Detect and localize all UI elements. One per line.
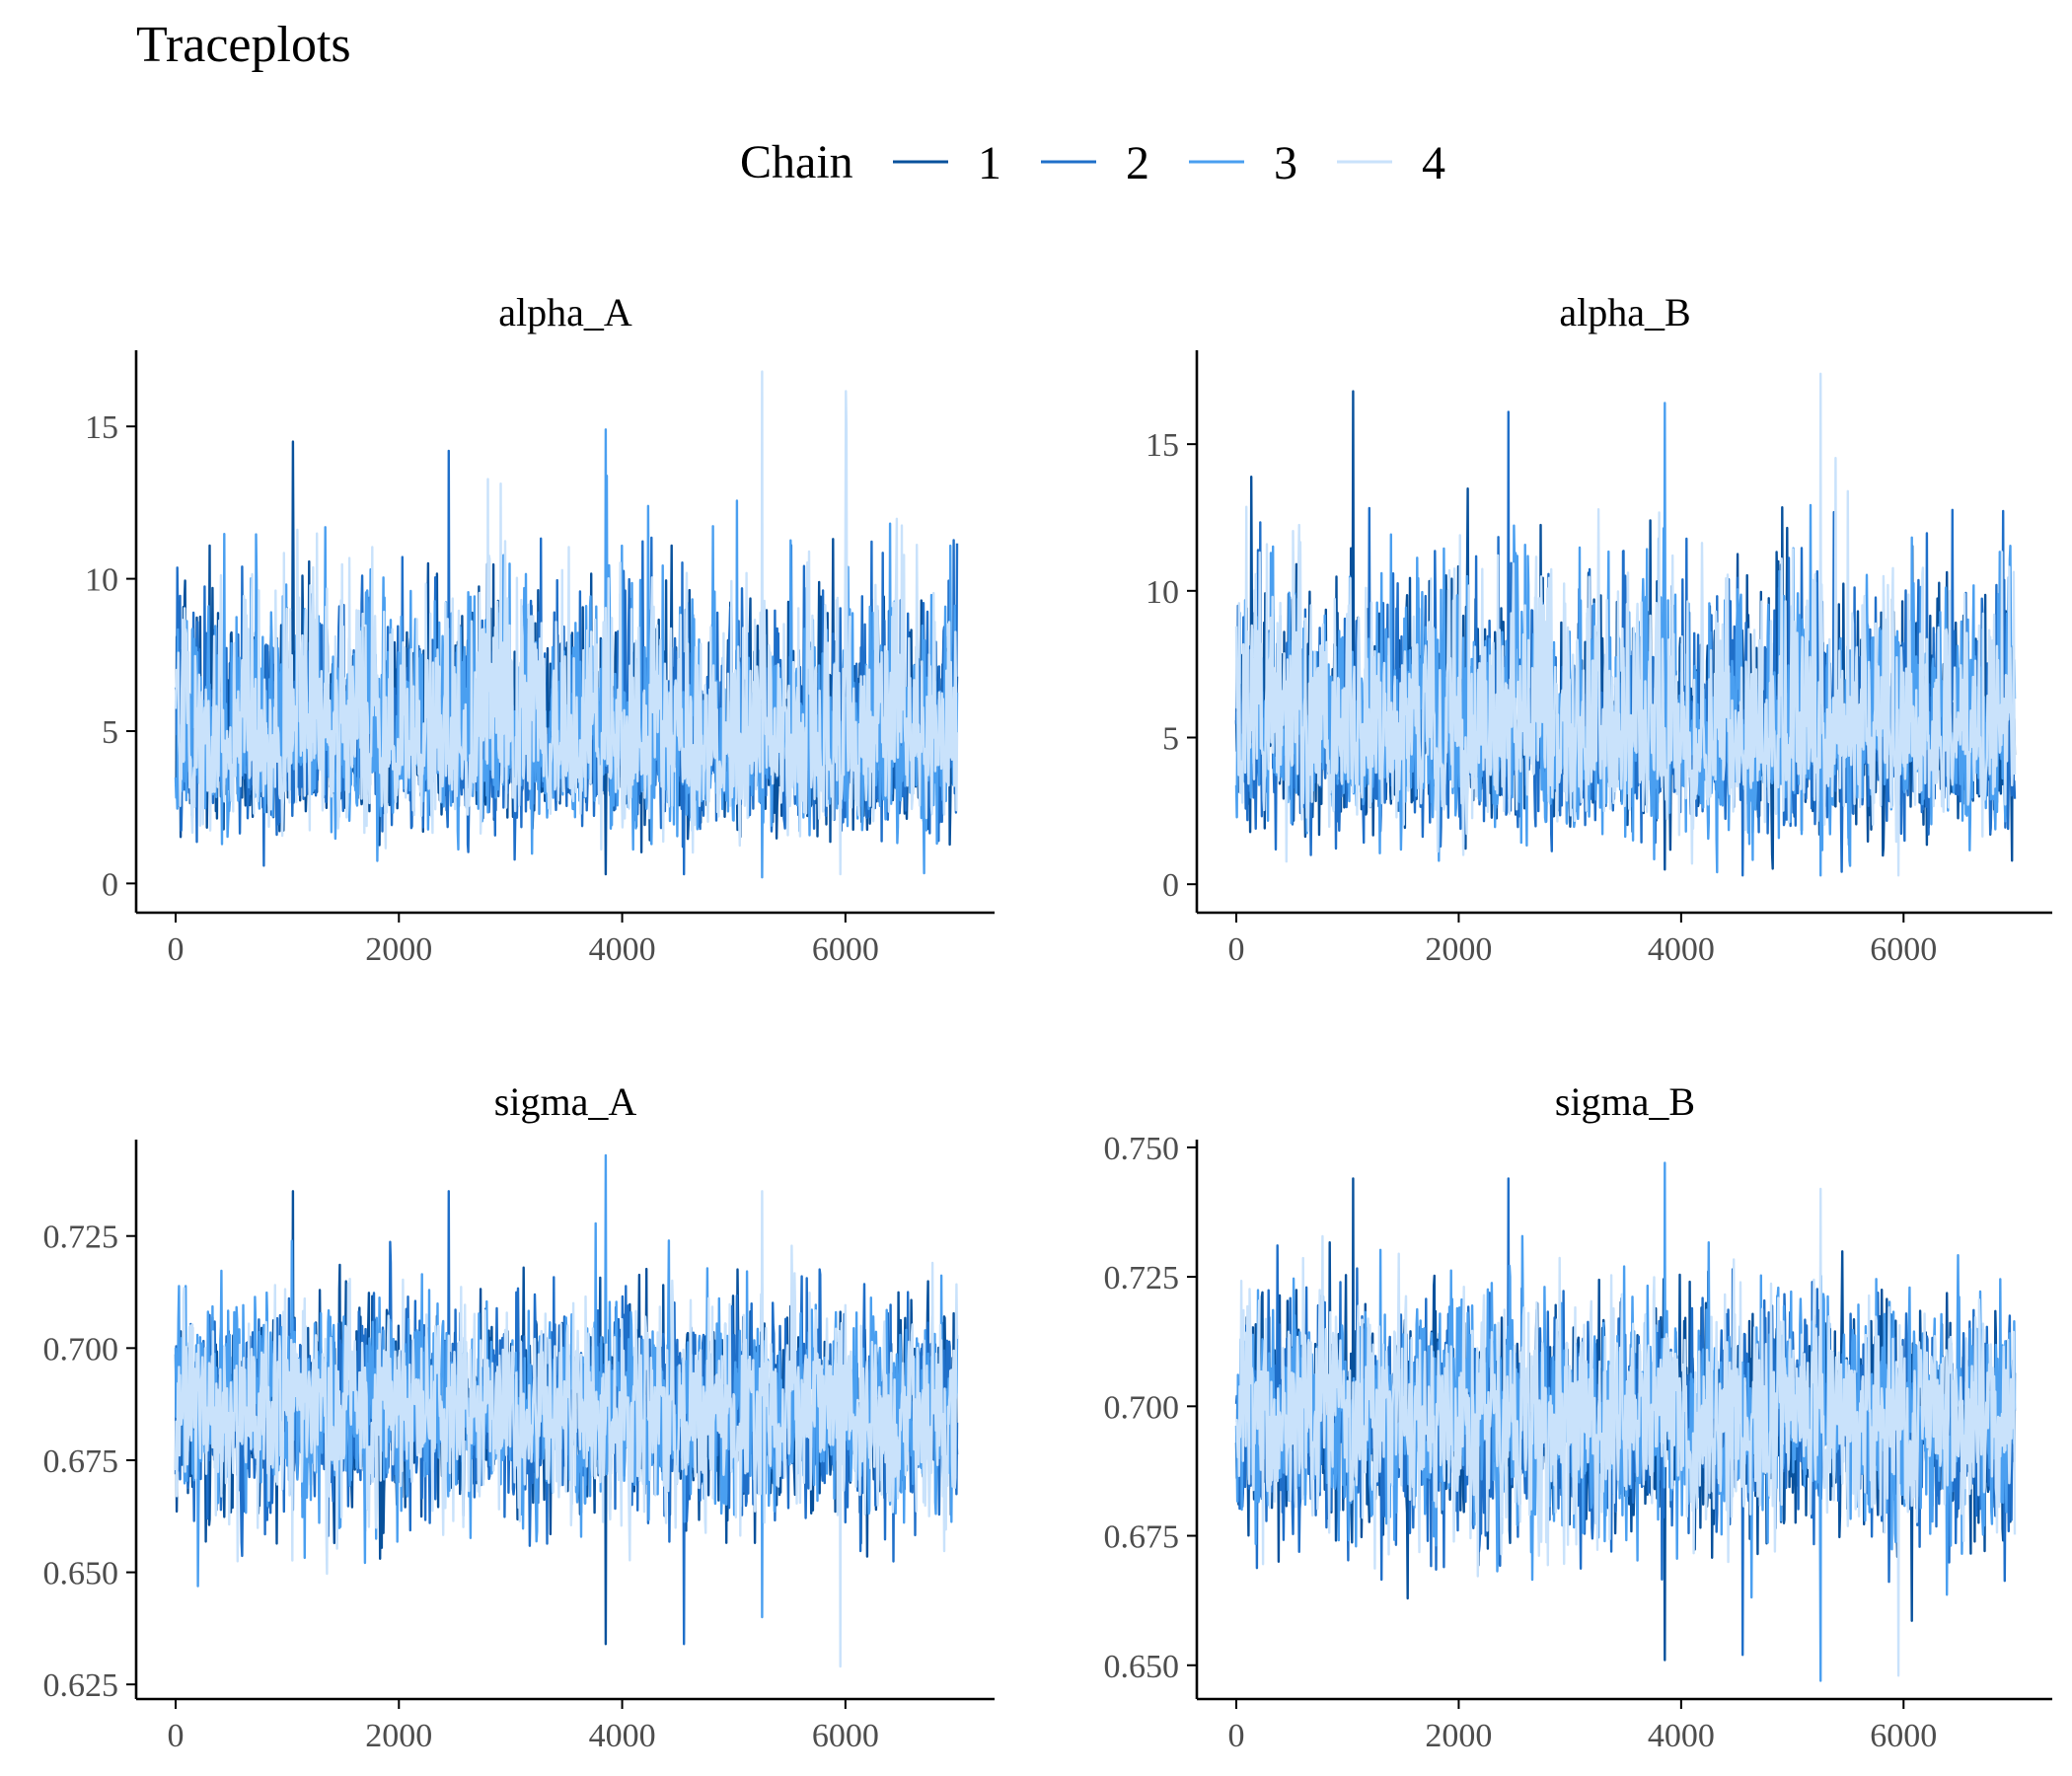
legend-label-chain-4: 4 — [1422, 137, 1445, 189]
y-tick-label: 5 — [102, 714, 118, 751]
panel-alpha-A: alpha_A 0 2000 4000 6000 0 5 10 15 — [85, 290, 995, 968]
traces — [1234, 372, 2017, 877]
legend-title: Chain — [740, 136, 853, 188]
panel-title: sigma_A — [494, 1079, 637, 1124]
x-tick-label: 4000 — [589, 1718, 656, 1754]
y-tick-label: 0.725 — [43, 1220, 119, 1256]
y-tick-label: 0.700 — [1104, 1389, 1180, 1426]
legend-label-chain-1: 1 — [978, 137, 1001, 189]
x-tick-label: 2000 — [365, 931, 432, 968]
y-tick-label: 10 — [1146, 574, 1179, 611]
panel-alpha-B: alpha_B 0 2000 4000 6000 0 5 10 15 — [1146, 290, 2052, 968]
y-tick-label: 0.675 — [1104, 1519, 1180, 1556]
trace-chain-4 — [1234, 1187, 2017, 1677]
x-tick-label: 4000 — [1648, 931, 1715, 968]
y-tick-label: 15 — [85, 409, 118, 446]
x-tick-label: 0 — [168, 931, 185, 968]
traces — [1234, 1161, 2017, 1682]
y-tick-label: 0.700 — [43, 1331, 119, 1368]
y-tick-label: 0.650 — [43, 1556, 119, 1592]
traces — [174, 1153, 959, 1668]
x-tick-label: 0 — [168, 1718, 185, 1754]
y-tick-label: 5 — [1162, 721, 1179, 758]
panel-sigma-B: sigma_B 0 2000 4000 6000 0.650 0.675 0.700 0.725… — [1104, 1079, 2052, 1754]
y-tick-label: 0.650 — [1104, 1649, 1180, 1685]
y-tick-label: 0 — [102, 866, 118, 903]
x-tick-label: 6000 — [1870, 1718, 1937, 1754]
x-tick-label: 0 — [1228, 931, 1245, 968]
traces — [174, 370, 959, 879]
x-tick-label: 6000 — [1870, 931, 1937, 968]
x-tick-label: 4000 — [589, 931, 656, 968]
y-tick-label: 0.725 — [1104, 1260, 1180, 1296]
y-tick-label: 0.675 — [43, 1443, 119, 1480]
x-tick-label: 2000 — [1425, 1718, 1492, 1754]
x-tick-label: 2000 — [365, 1718, 432, 1754]
trace-chain-4 — [174, 370, 959, 876]
chain-legend: Chain 1 2 3 4 — [740, 136, 1445, 189]
x-tick-label: 0 — [1228, 1718, 1245, 1754]
y-tick-label: 15 — [1146, 427, 1179, 464]
x-tick-label: 6000 — [812, 1718, 879, 1754]
legend-label-chain-2: 2 — [1126, 137, 1149, 189]
panel-sigma-A: sigma_A 0 2000 4000 6000 0.625 0.650 0.675 0.700… — [43, 1079, 995, 1754]
trace-chain-4 — [1234, 372, 2017, 877]
trace-chain-4 — [174, 1190, 959, 1668]
y-tick-label: 0 — [1162, 867, 1179, 904]
x-tick-label: 4000 — [1648, 1718, 1715, 1754]
panel-title: alpha_A — [498, 290, 632, 334]
x-tick-label: 2000 — [1425, 931, 1492, 968]
y-tick-label: 10 — [85, 562, 118, 599]
y-tick-label: 0.750 — [1104, 1131, 1180, 1167]
legend-label-chain-3: 3 — [1274, 137, 1297, 189]
panel-title: alpha_B — [1559, 290, 1690, 334]
y-tick-label: 0.625 — [43, 1667, 119, 1704]
x-tick-label: 6000 — [812, 931, 879, 968]
figure-title: Traceplots — [136, 17, 351, 73]
panel-title: sigma_B — [1555, 1079, 1695, 1124]
